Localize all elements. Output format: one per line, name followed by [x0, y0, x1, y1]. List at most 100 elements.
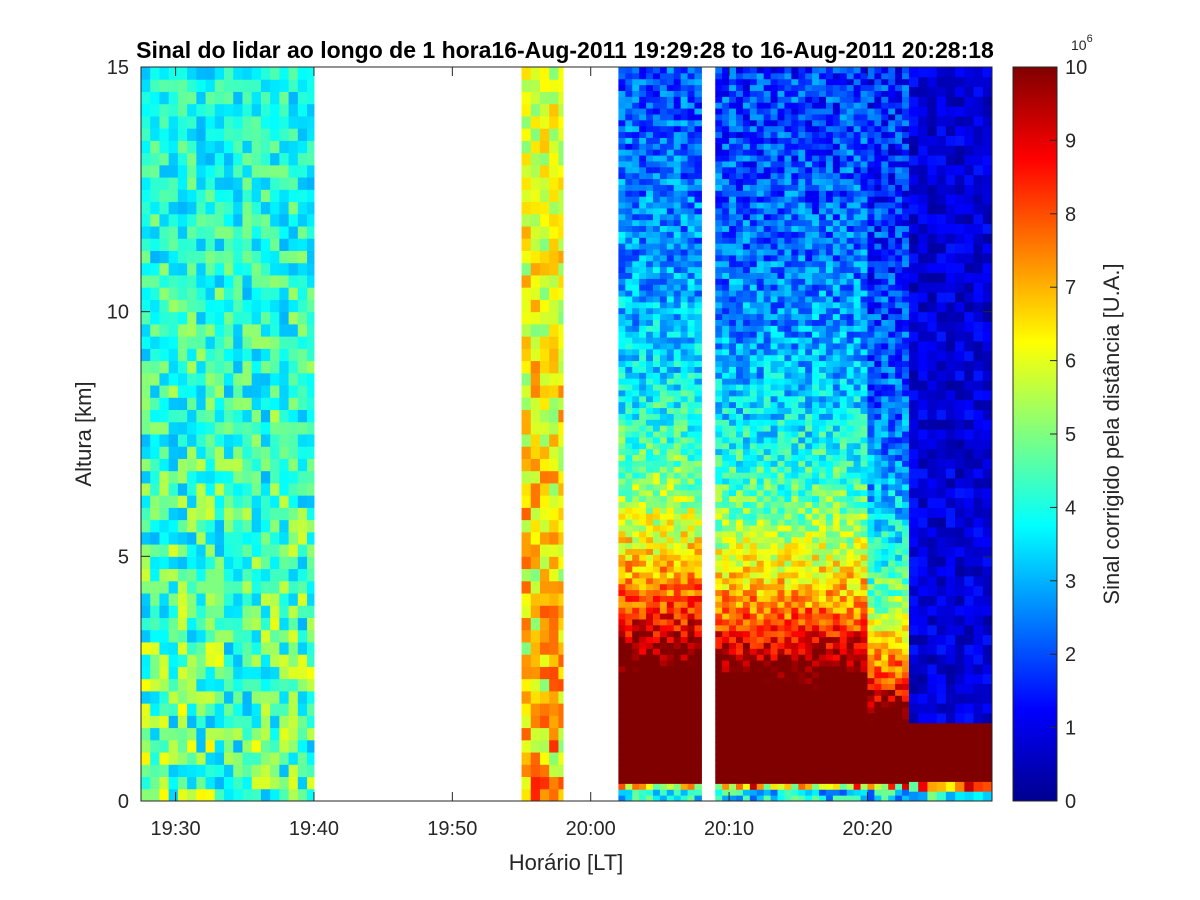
heatmap-cell: [159, 715, 170, 729]
heatmap-cell: [687, 589, 695, 596]
heatmap-cell: [715, 102, 723, 109]
heatmap-cell: [632, 754, 640, 761]
heatmap-cell: [819, 178, 827, 185]
heatmap-cell: [798, 759, 806, 767]
heatmap-cell: [805, 595, 813, 602]
heatmap-cell: [749, 249, 758, 256]
heatmap-cell: [646, 495, 654, 503]
heatmap-cell: [673, 671, 682, 679]
heatmap-cell: [646, 501, 654, 508]
heatmap-cell: [150, 617, 160, 631]
heatmap-cell: [791, 495, 799, 503]
heatmap-cell: [812, 648, 820, 655]
heatmap-cell: [279, 372, 290, 386]
heatmap-cell: [805, 360, 813, 367]
heatmap-cell: [632, 84, 640, 91]
heatmap-cell: [168, 519, 179, 533]
heatmap-cell: [749, 272, 758, 279]
heatmap-cell: [652, 777, 661, 784]
heatmap-cell: [632, 712, 640, 720]
heatmap-cell: [825, 701, 834, 708]
heatmap-cell: [812, 313, 820, 320]
heatmap-cell: [763, 759, 772, 767]
heatmap-cell: [791, 466, 799, 473]
heatmap-cell: [646, 331, 654, 338]
heatmap-cell: [159, 421, 170, 435]
heatmap-cell: [260, 238, 271, 251]
heatmap-cell: [722, 618, 730, 626]
heatmap-cell: [141, 140, 151, 154]
heatmap-cell: [539, 103, 550, 117]
heatmap-cell: [652, 155, 661, 162]
heatmap-cell: [694, 354, 702, 362]
heatmap-cell: [297, 397, 308, 411]
heatmap-cell: [819, 472, 827, 479]
heatmap-cell: [233, 678, 243, 692]
heatmap-cell: [205, 177, 216, 190]
heatmap-cell: [791, 513, 799, 520]
heatmap-cell: [558, 690, 564, 704]
heatmap-cell: [639, 583, 647, 591]
heatmap-cell: [756, 313, 765, 320]
heatmap-cell: [625, 771, 633, 779]
heatmap-cell: [749, 231, 758, 238]
heatmap-cell: [659, 748, 668, 755]
heatmap-cell: [168, 507, 179, 521]
heatmap-cell: [715, 243, 723, 250]
heatmap-cell: [639, 143, 647, 150]
heatmap-cell: [639, 724, 647, 732]
heatmap-cell: [791, 72, 799, 80]
heatmap-cell: [715, 360, 723, 367]
heatmap-cell: [770, 495, 779, 503]
heatmap-cell: [618, 354, 626, 362]
heatmap-cell: [687, 348, 695, 356]
heatmap-cell: [763, 495, 772, 503]
heatmap-cell: [646, 131, 654, 138]
heatmap-cell: [187, 213, 197, 227]
heatmap-cell: [196, 629, 207, 643]
heatmap-cell: [646, 742, 654, 749]
heatmap-cell: [196, 482, 207, 496]
heatmap-cell: [666, 501, 675, 508]
heatmap-cell: [756, 542, 765, 549]
heatmap-cell: [307, 776, 315, 790]
heatmap-cell: [168, 531, 179, 545]
heatmap-cell: [558, 299, 564, 313]
heatmap-cell: [763, 425, 772, 432]
heatmap-cell: [242, 446, 253, 459]
heatmap-cell: [251, 470, 262, 484]
heatmap-cell: [558, 311, 564, 325]
heatmap-cell: [639, 290, 647, 297]
heatmap-cell: [825, 654, 834, 661]
heatmap-cell: [812, 196, 820, 203]
heatmap-cell: [625, 331, 633, 338]
heatmap-cell: [805, 166, 813, 174]
heatmap-cell: [715, 466, 723, 473]
heatmap-cell: [177, 495, 188, 508]
heatmap-cell: [736, 542, 744, 549]
heatmap-cell: [666, 108, 675, 115]
heatmap-cell: [749, 225, 758, 232]
heatmap-cell: [742, 571, 751, 579]
heatmap-cell: [791, 284, 799, 291]
heatmap-cell: [659, 624, 668, 632]
heatmap-cell: [805, 701, 813, 708]
heatmap-cell: [307, 495, 315, 508]
heatmap-cell: [763, 736, 772, 743]
heatmap-cell: [618, 225, 626, 232]
heatmap-cell: [233, 91, 243, 105]
heatmap-cell: [141, 752, 151, 765]
heatmap-cell: [530, 788, 541, 802]
heatmap-cell: [549, 519, 559, 533]
heatmap-cell: [819, 290, 827, 297]
heatmap-cell: [756, 337, 765, 344]
heatmap-cell: [722, 601, 730, 608]
heatmap-cell: [756, 307, 765, 315]
heatmap-cell: [680, 648, 689, 655]
heatmap-cell: [742, 108, 751, 115]
heatmap-cell: [270, 421, 280, 435]
heatmap-cell: [659, 542, 668, 549]
heatmap-cell: [680, 783, 689, 790]
heatmap-cell: [618, 765, 626, 773]
heatmap-cell: [777, 525, 785, 532]
